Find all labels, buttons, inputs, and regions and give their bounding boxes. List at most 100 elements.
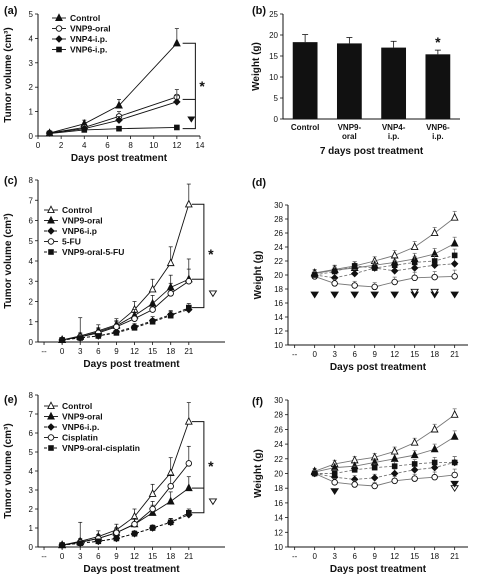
- y-tick-label: 22: [274, 455, 283, 464]
- data-point: [450, 431, 459, 440]
- series-line: [62, 421, 190, 546]
- data-point: [371, 482, 378, 490]
- significance-star: *: [208, 246, 214, 262]
- legend-marker: [47, 205, 55, 214]
- x-tick-label: 9: [114, 347, 119, 356]
- data-point: [59, 542, 65, 548]
- data-point: [131, 325, 138, 331]
- data-point: [410, 450, 419, 459]
- data-point: [331, 280, 338, 287]
- y-tick-label: 6: [29, 429, 34, 438]
- legend-label: VNP9-oral: [70, 24, 111, 34]
- y-tick-label: 8: [29, 176, 34, 185]
- y-tick-label: 8: [29, 391, 34, 400]
- significance-marker: [208, 498, 218, 506]
- series-line: [314, 473, 455, 487]
- legend-label: Control: [62, 205, 92, 215]
- x-tick-label: 6: [352, 350, 357, 359]
- series-group: [59, 508, 192, 548]
- data-point: [351, 467, 358, 473]
- y-tick-label: 1: [29, 108, 34, 117]
- data-point: [430, 463, 439, 472]
- data-point: [430, 444, 439, 453]
- legend-marker: [47, 215, 55, 224]
- significance-marker: [350, 291, 359, 299]
- significance-marker: [410, 288, 419, 296]
- y-tick-label: 2: [29, 505, 34, 514]
- y-tick-label: 14: [274, 514, 283, 523]
- x-tick-label: 0: [60, 552, 65, 561]
- data-point: [311, 272, 318, 278]
- legend-label: VNP6-i.p: [62, 226, 97, 236]
- legend: ControlVNP9-oralVNP6-i.p5-FUVNP9-oral-5-…: [44, 205, 124, 257]
- y-tick-label: 1: [29, 524, 34, 533]
- data-point: [131, 520, 138, 528]
- series-line: [49, 101, 177, 134]
- x-tick-label: 21: [184, 552, 193, 561]
- significance-marker: [430, 288, 439, 296]
- data-point: [149, 306, 156, 313]
- data-point: [167, 482, 174, 490]
- x-tick-label: 9: [114, 552, 119, 561]
- data-point: [149, 318, 156, 325]
- x-tick-label: Control: [291, 123, 319, 132]
- series-line: [314, 436, 455, 473]
- legend: ControlVNP9-oralVNP6-i.p.CisplatinVNP9-o…: [44, 401, 140, 453]
- x-tick-label: 0: [312, 350, 317, 359]
- x-tick-label: 9: [372, 552, 377, 561]
- y-tick-label: 4: [29, 257, 34, 266]
- legend-label: VNP9-oral-5-FU: [62, 247, 124, 257]
- data-point: [431, 459, 438, 466]
- y-tick-label: 16: [274, 299, 283, 308]
- x-tick-label-line: i.p.: [432, 132, 444, 141]
- legend-marker: [47, 227, 55, 235]
- series-group: [310, 408, 459, 475]
- x-tick-label: 18: [166, 347, 175, 356]
- data-point: [411, 475, 418, 482]
- legend-marker: [47, 401, 55, 410]
- y-tick-label: 5: [29, 237, 34, 246]
- data-point: [148, 488, 157, 497]
- x-tick-label: 6: [96, 347, 101, 356]
- data-point: [391, 477, 398, 485]
- series-line: [314, 462, 455, 474]
- y-tick-label: 20: [269, 31, 278, 40]
- y-tick-label: 30: [274, 201, 283, 210]
- data-point: [184, 483, 193, 492]
- x-tick-label: 18: [430, 350, 439, 359]
- data-point: [391, 463, 398, 469]
- y-tick-label: 10: [274, 341, 283, 350]
- y-tick-label: 14: [274, 313, 283, 322]
- x-tick-label-line: VNP6-: [426, 123, 450, 132]
- data-point: [115, 116, 123, 124]
- x-tick-label-line: Control: [291, 123, 319, 132]
- x-tick-label: 12: [390, 350, 399, 359]
- data-point: [173, 98, 181, 106]
- x-axis-title: 7 days post treatment: [320, 146, 424, 157]
- significance-marker: [390, 291, 399, 299]
- data-point: [391, 262, 398, 268]
- x-tick-label: --: [292, 552, 298, 561]
- data-point: [371, 464, 378, 471]
- data-point: [185, 460, 193, 467]
- data-point: [390, 469, 399, 478]
- y-axis-title: Tumor volume (cm³): [3, 213, 14, 308]
- data-point: [311, 470, 318, 477]
- series-group: [311, 248, 458, 278]
- legend-marker: [47, 423, 55, 431]
- significance-star: *: [199, 78, 205, 94]
- data-point: [351, 481, 358, 488]
- significance-marker: [450, 291, 459, 299]
- data-point: [46, 130, 53, 137]
- y-axis-title: Weight (g): [253, 251, 264, 300]
- y-tick-label: 15: [269, 52, 278, 61]
- data-point: [174, 124, 180, 131]
- data-point: [116, 125, 122, 132]
- x-tick-label: 12: [172, 141, 181, 150]
- panel-label: (a): [4, 5, 18, 17]
- series-group: [311, 456, 458, 477]
- x-tick-label: 9: [372, 350, 377, 359]
- significance-marker: [187, 116, 196, 123]
